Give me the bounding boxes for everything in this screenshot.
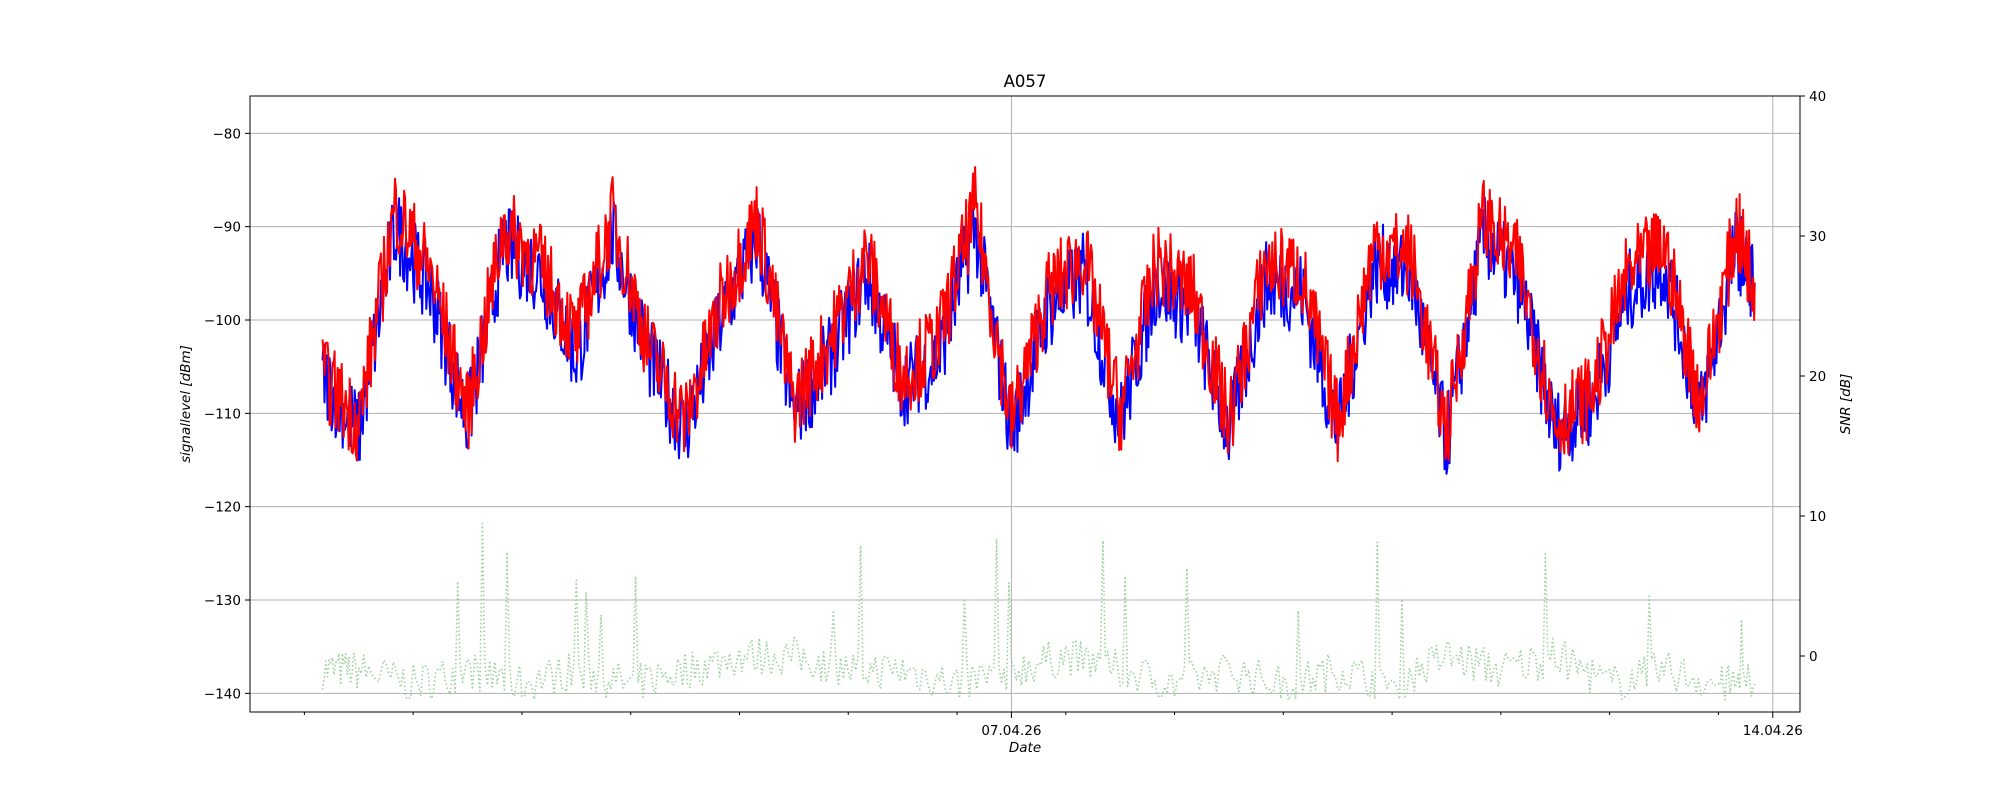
y-tick-label: −90 [213, 220, 242, 236]
y-axis-label: signallevel [dBm] [178, 345, 194, 463]
y2-tick-label: 20 [1809, 369, 1826, 385]
axes: −80 −90 −100 −110 −120 −130 −140 0 10 20 30 40 07.04… [204, 89, 1826, 739]
data-series [321, 166, 1756, 701]
y2-tick-label: 0 [1809, 649, 1818, 665]
y2-tick-label: 30 [1809, 229, 1826, 245]
y-tick-label: −110 [204, 406, 241, 422]
x-axis-label: Date [1009, 740, 1041, 756]
y-tick-label: −100 [204, 313, 241, 329]
signal-series-line-blue [321, 196, 1756, 475]
signal-series-line-red [321, 166, 1756, 463]
y2-axis-label: SNR [dB] [1838, 374, 1854, 435]
y-tick-label: −140 [204, 686, 241, 702]
chart-title: A057 [1004, 72, 1047, 91]
y-tick-label: −120 [204, 500, 241, 516]
y-tick-label: −80 [213, 126, 242, 142]
y-tick-label: −130 [204, 593, 241, 609]
plot-frame [249, 95, 1801, 713]
grid [250, 96, 1800, 712]
x-tick-label: 07.04.26 [981, 723, 1041, 739]
snr-series-line [321, 522, 1756, 701]
y2-tick-label: 10 [1809, 509, 1826, 525]
y2-tick-label: 40 [1809, 89, 1826, 105]
x-tick-label: 14.04.26 [1743, 723, 1803, 739]
